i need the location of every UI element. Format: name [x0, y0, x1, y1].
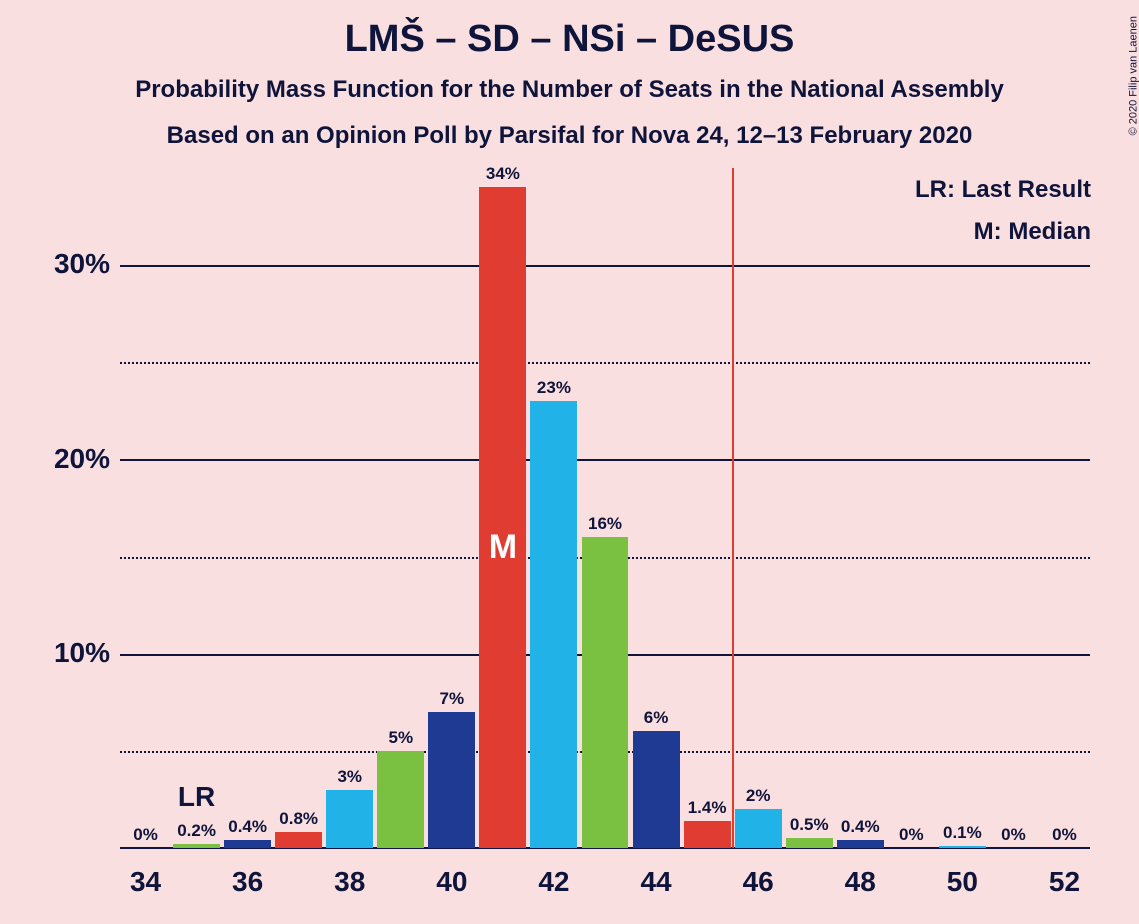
- x-tick-label: 38: [320, 866, 380, 898]
- x-tick-label: 40: [422, 866, 482, 898]
- x-tick-label: 46: [728, 866, 788, 898]
- y-tick-label: 20%: [20, 443, 110, 475]
- x-tick-label: 34: [116, 866, 176, 898]
- chart-title: LMŠ – SD – NSi – DeSUS: [0, 18, 1139, 61]
- axes-layer: 10%20%30%34363840424446485052: [120, 168, 1090, 848]
- y-tick-label: 10%: [20, 637, 110, 669]
- chart-subtitle-2: Based on an Opinion Poll by Parsifal for…: [0, 122, 1139, 150]
- x-tick-label: 36: [218, 866, 278, 898]
- x-tick-label: 42: [524, 866, 584, 898]
- plot-area: 0%0.2%0.4%0.8%3%5%7%34%23%16%6%1.4%2%0.5…: [120, 168, 1090, 848]
- x-tick-label: 48: [830, 866, 890, 898]
- copyright-text: © 2020 Filip van Laenen: [1127, 16, 1139, 135]
- x-tick-label: 44: [626, 866, 686, 898]
- y-tick-label: 30%: [20, 248, 110, 280]
- x-tick-label: 52: [1034, 866, 1094, 898]
- x-tick-label: 50: [932, 866, 992, 898]
- chart-canvas: LMŠ – SD – NSi – DeSUS Probability Mass …: [0, 0, 1139, 924]
- chart-subtitle-1: Probability Mass Function for the Number…: [0, 76, 1139, 104]
